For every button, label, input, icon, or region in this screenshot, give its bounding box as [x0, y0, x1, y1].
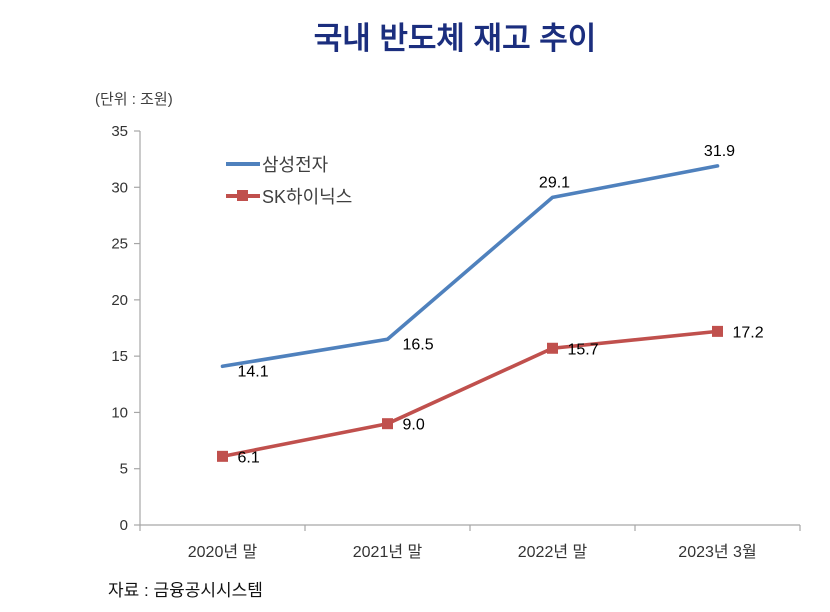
sk-hynix-marker	[712, 325, 723, 337]
y-tick-label: 5	[120, 461, 128, 478]
samsung-line-swatch	[226, 158, 260, 170]
y-tick-label: 20	[111, 292, 128, 309]
chart-title: 국내 반도체 재고 추이	[313, 21, 597, 56]
source-label: 자료 : 금융공시시스템	[108, 581, 263, 600]
sk-hynix-data-label: 17.2	[733, 324, 764, 341]
x-category-label: 2022년 말	[518, 543, 588, 561]
legend-item-samsung: 삼성전자	[226, 153, 352, 175]
sk-hynix-data-label: 9.0	[403, 417, 425, 434]
samsung-data-label: 29.1	[539, 174, 570, 191]
samsung-line	[220, 164, 720, 369]
samsung-data-label: 31.9	[704, 143, 735, 160]
sk-hynix-marker	[217, 450, 228, 462]
x-category-label: 2020년 말	[188, 543, 258, 561]
x-category-label: 2021년 말	[353, 543, 423, 561]
legend-label-samsung: 삼성전자	[262, 155, 329, 175]
sk-hynix-marker	[382, 418, 393, 430]
samsung-data-label: 14.1	[238, 363, 269, 380]
y-tick-label: 35	[111, 123, 128, 140]
y-tick-label: 10	[111, 404, 128, 421]
y-tick-label: 25	[111, 236, 128, 253]
sk-hynix-line	[220, 329, 720, 459]
sk-hynix-line-swatch	[226, 190, 260, 202]
sk-hynix-data-label: 6.1	[238, 449, 260, 466]
sk-hynix-data-label: 15.7	[568, 341, 599, 358]
y-tick-label: 15	[111, 348, 128, 365]
y-axis-unit-label: (단위 : 조원)	[95, 91, 173, 108]
legend-item-sk-hynix: SK하이닉스	[226, 185, 352, 207]
samsung-data-label: 16.5	[403, 336, 434, 353]
sk-hynix-marker	[547, 342, 558, 354]
x-category-label: 2023년 3월	[678, 543, 756, 561]
legend: 삼성전자 SK하이닉스	[226, 153, 352, 217]
y-tick-label: 30	[111, 179, 128, 196]
y-tick-label: 0	[120, 517, 128, 534]
legend-label-sk-hynix: SK하이닉스	[262, 187, 353, 207]
